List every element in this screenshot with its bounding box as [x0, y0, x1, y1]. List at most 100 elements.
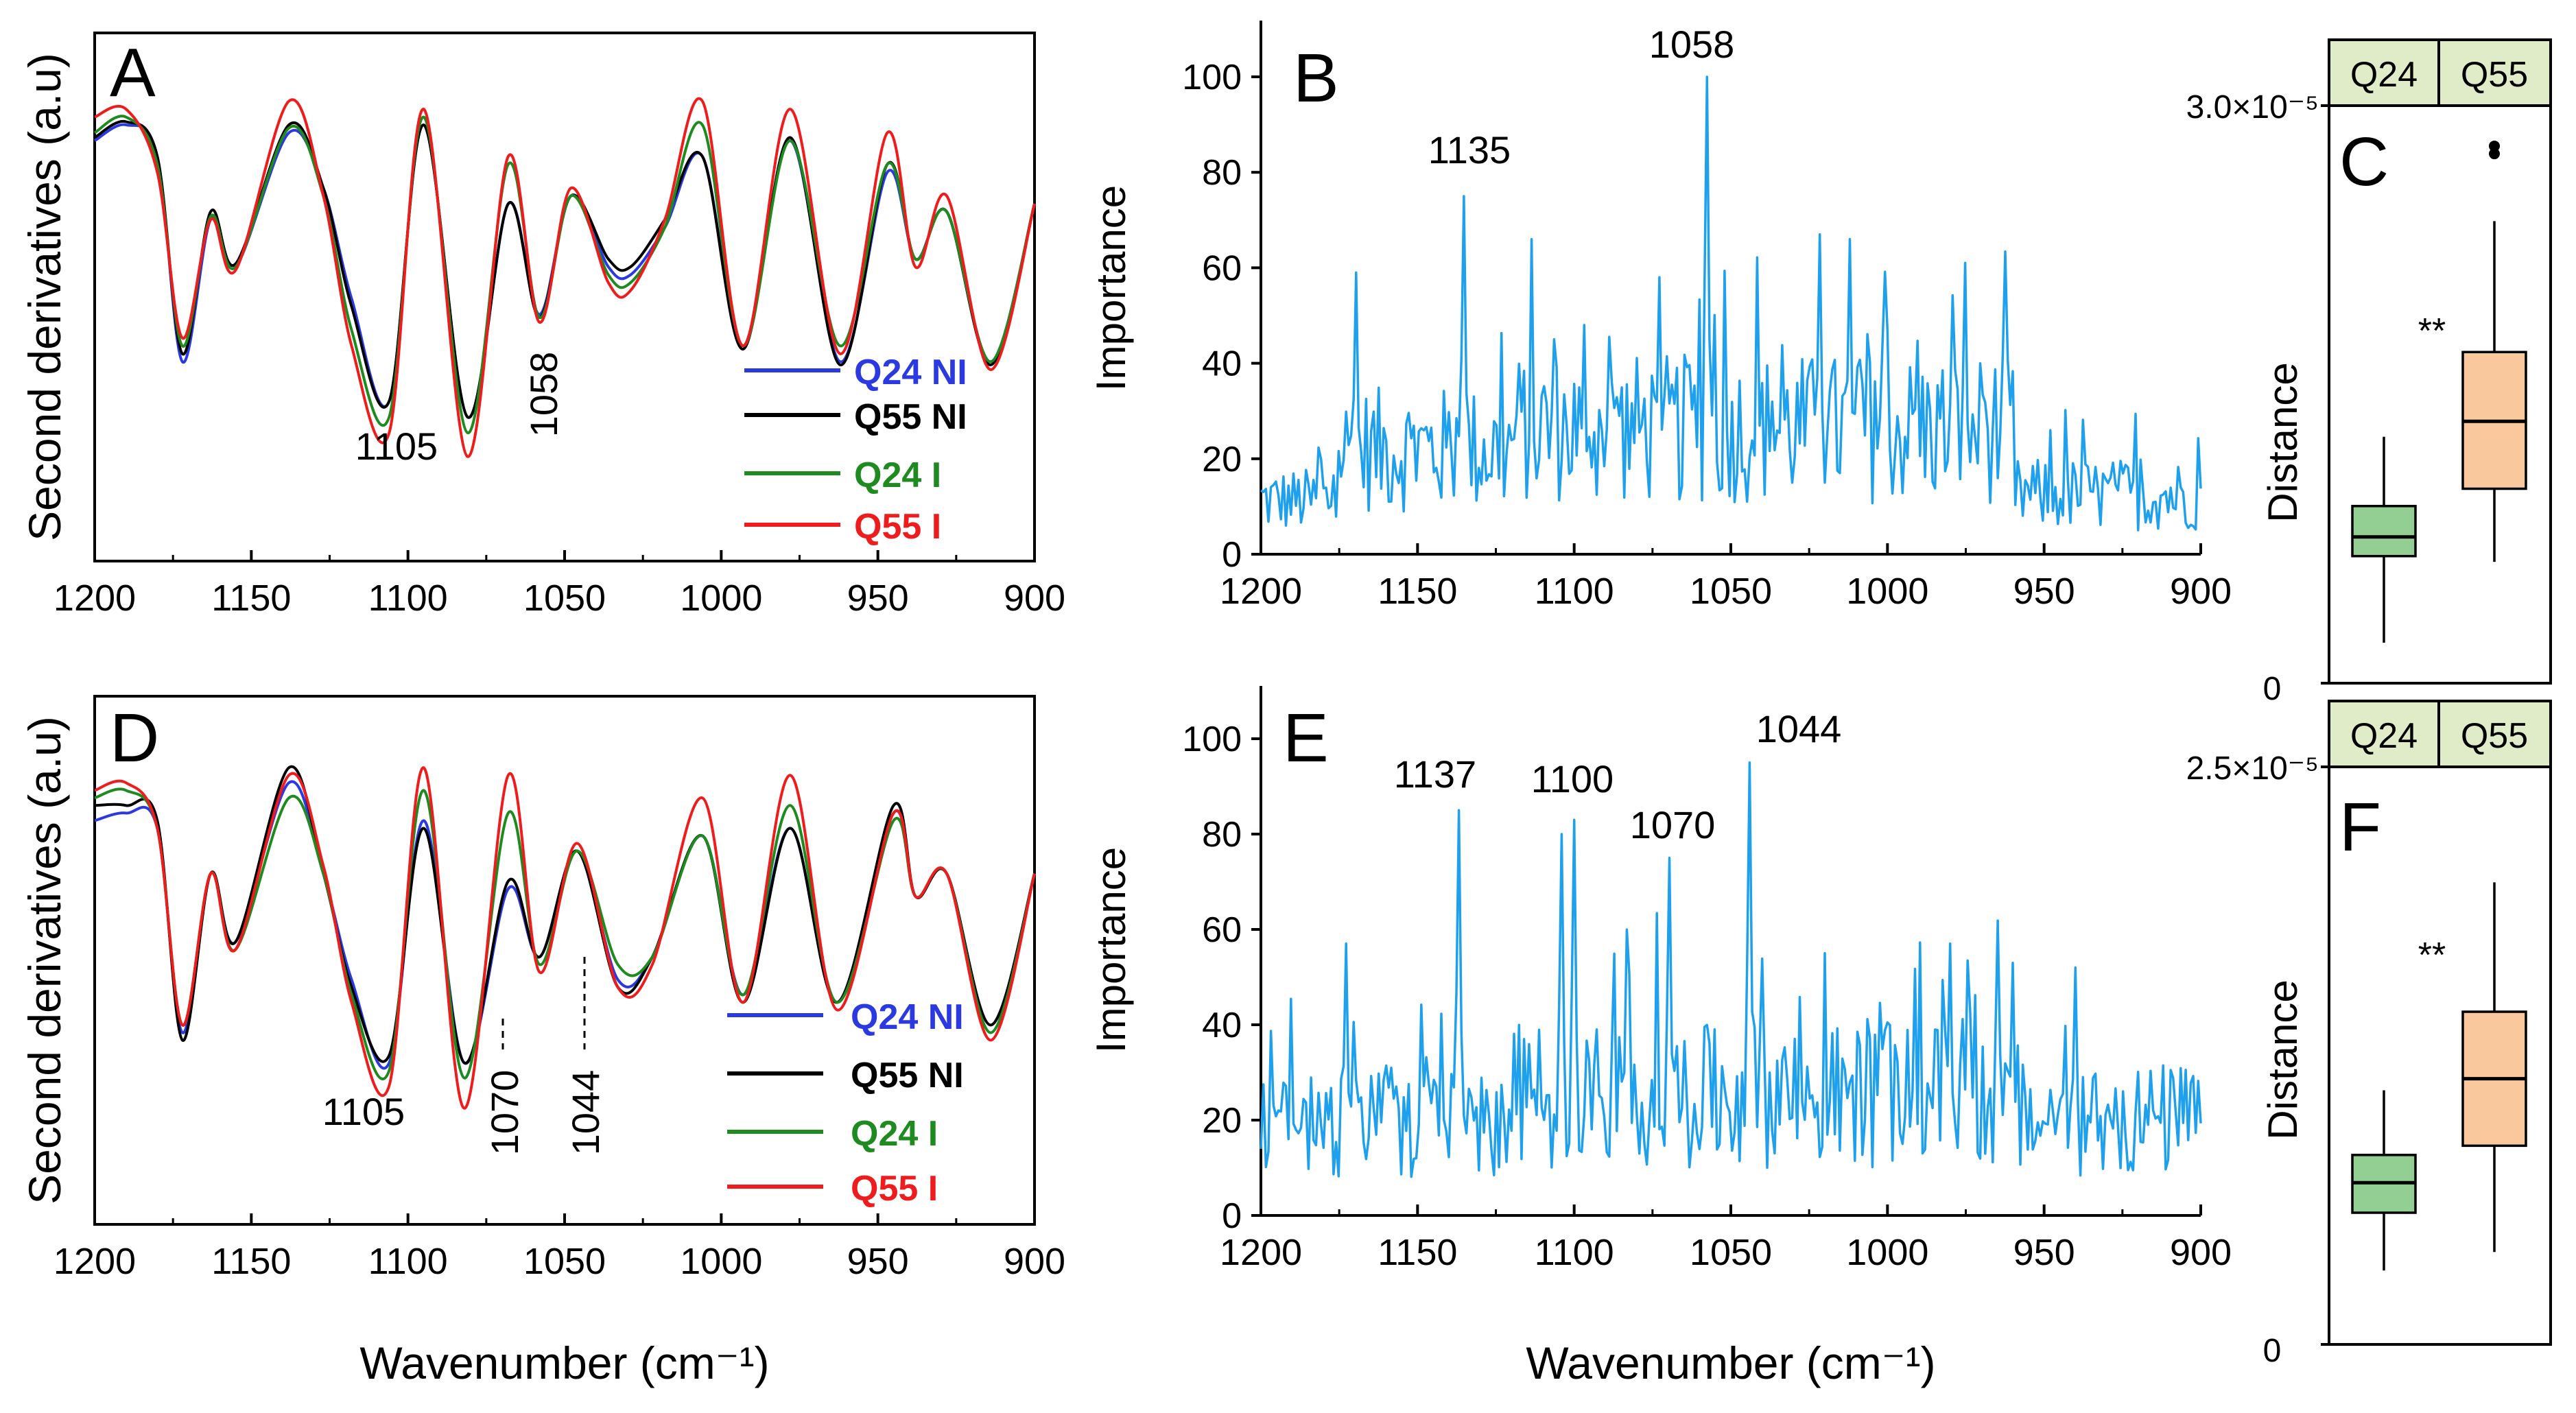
y-tick-label: 0 [1222, 535, 1242, 575]
x-tick-label: 900 [2170, 571, 2232, 612]
panel-c-significance: ** [2418, 311, 2446, 351]
panel-c-strip-label-q24: Q24 [2350, 55, 2418, 95]
y-tick-label: 40 [1202, 344, 1242, 384]
panel-e-annotation-1137: 1137 [1394, 752, 1476, 796]
x-tick-label: 900 [1004, 1241, 1065, 1282]
panel-f-letter: F [2339, 789, 2381, 866]
x-tick-label: 1200 [1220, 571, 1302, 612]
panel-e-annotation-1070: 1070 [1630, 803, 1716, 846]
y-tick-label: 80 [1202, 815, 1242, 855]
panel-d-xlabel: Wavenumber (cm⁻¹) [359, 1338, 769, 1388]
x-tick-label: 1050 [523, 1241, 606, 1282]
trace-q55-i [94, 97, 1036, 458]
x-tick-label: 1200 [54, 1241, 136, 1282]
panel-f-ylabel: Distance [2260, 979, 2306, 1139]
importance-series [1260, 75, 2202, 532]
panel-a-x-ticks: 1200 1150 1100 1050 1000 950 900 [54, 550, 1065, 619]
panel-a-legend: Q24 NI Q55 NI Q24 I Q55 I [744, 353, 967, 547]
panel-a-ylabel: Second derivatives (a.u) [19, 53, 70, 541]
panel-d-annotation-1070: 1070 [483, 1070, 526, 1156]
importance-series [1260, 761, 2202, 1178]
panel-f-significance: ** [2418, 936, 2446, 975]
x-tick-label: 1000 [680, 578, 762, 619]
x-tick-label: 950 [2013, 571, 2075, 612]
panel-f-ytick-max: 2.5×10⁻⁵ [2186, 750, 2319, 787]
panel-a: 1200 1150 1100 1050 1000 950 900 A Second deri… [19, 32, 1065, 619]
panel-a-letter: A [110, 34, 156, 111]
panel-d-legend: Q24 NI Q55 NI Q24 I Q55 I [727, 997, 964, 1209]
panel-d-x-ticks: 1200 1150 1100 1050 1000 950 900 [54, 1213, 1065, 1282]
x-tick-label: 900 [2170, 1232, 2232, 1273]
y-tick-label: 40 [1202, 1006, 1242, 1045]
panel-e-letter: E [1283, 700, 1329, 776]
x-tick-label: 1150 [211, 578, 291, 619]
panel-c-ylabel: Distance [2260, 362, 2306, 522]
x-tick-label: 1150 [211, 1241, 291, 1282]
panel-c-boxplots [2351, 140, 2527, 643]
panel-e-xlabel: Wavenumber (cm⁻¹) [1526, 1338, 1935, 1388]
panel-b-annotation-1058: 1058 [1649, 23, 1735, 66]
panel-e-annotation-1044: 1044 [1756, 707, 1842, 750]
legend-label-q24-i: Q24 I [854, 455, 941, 495]
panel-e-x-ticks: 1200 1150 1100 1050 1000 950 900 [1220, 1204, 2232, 1273]
panel-d: 1200 1150 1100 1050 1000 950 900 D Second deri… [19, 695, 1065, 1388]
panel-b-annotation-1135: 1135 [1428, 128, 1511, 171]
legend-label-q55-ni: Q55 NI [854, 397, 967, 437]
legend-label-q24-i: Q24 I [851, 1114, 938, 1154]
x-tick-label: 950 [847, 1241, 909, 1282]
panel-b-x-ticks: 1200 1150 1100 1050 1000 950 900 [1220, 543, 2232, 612]
x-tick-label: 1200 [54, 578, 136, 619]
outlier-q55 [2489, 148, 2500, 160]
panel-e-importance-line [1260, 761, 2202, 1178]
x-tick-label: 1200 [1220, 1232, 1302, 1273]
y-tick-label: 0 [1222, 1196, 1242, 1236]
y-tick-label: 100 [1182, 720, 1242, 759]
x-tick-label: 1050 [523, 578, 606, 619]
panel-d-annotation-1105: 1105 [322, 1090, 405, 1133]
panel-f-strip-q24 [2328, 700, 2440, 768]
panel-f-ytick-zero: 0 [2263, 1333, 2282, 1369]
legend-label-q24-ni: Q24 NI [851, 997, 964, 1037]
panel-f-strip-label-q24: Q24 [2350, 716, 2418, 756]
x-tick-label: 1100 [1535, 1232, 1614, 1273]
x-tick-label: 900 [1004, 578, 1065, 619]
panel-f-boxplots [2351, 882, 2527, 1271]
legend-label-q24-ni: Q24 NI [854, 353, 967, 392]
box-q24 [2351, 505, 2417, 558]
panel-c-plot-area [2328, 104, 2552, 685]
panel-d-annotation-1044: 1044 [564, 1070, 607, 1156]
y-tick-label: 60 [1202, 910, 1242, 950]
y-tick-label: 100 [1182, 58, 1242, 97]
x-tick-label: 1100 [368, 1241, 448, 1282]
y-tick-label: 60 [1202, 248, 1242, 288]
y-tick-label: 20 [1202, 1101, 1242, 1141]
panel-c-strip-label-q55: Q55 [2461, 55, 2528, 95]
panel-d-letter: D [110, 700, 159, 776]
panel-b: 1200 1150 1100 1050 1000 950 900 020406080100 … [1088, 21, 2232, 612]
x-tick-label: 1100 [1535, 571, 1614, 612]
panel-b-ylabel: Importance [1088, 185, 1134, 391]
panel-b-y-ticks: 0 20 40 60 80 100 [1182, 58, 1261, 575]
panel-c-ytick-max: 3.0×10⁻⁵ [2186, 89, 2319, 126]
panel-d-ylabel: Second derivatives (a.u) [19, 716, 70, 1204]
panel-c-strip-q55 [2437, 38, 2552, 107]
panel-e: 1200 1150 1100 1050 1000 950 900 020406080100 … [1088, 686, 2232, 1388]
panel-e-ylabel: Importance [1088, 847, 1134, 1053]
panel-b-letter: B [1293, 40, 1339, 117]
panel-a-traces [93, 97, 1036, 458]
panel-e-y-ticks: 0 20 40 60 80 100 [1182, 720, 1261, 1236]
y-tick-label: 20 [1202, 440, 1242, 479]
x-tick-label: 1150 [1378, 1232, 1457, 1273]
panel-c-letter: C [2339, 123, 2389, 200]
panel-f-plot-area [2328, 765, 2552, 1346]
x-tick-label: 1000 [680, 1241, 762, 1282]
legend-label-q55-ni: Q55 NI [851, 1056, 964, 1095]
panel-a-annotation-1105: 1105 [355, 425, 438, 468]
x-tick-label: 1050 [1690, 1232, 1772, 1273]
legend-label-q55-i: Q55 I [851, 1169, 938, 1209]
panel-e-annotation-1100: 1100 [1531, 757, 1614, 800]
panel-c-ytick-zero: 0 [2263, 671, 2282, 707]
panel-d-traces [94, 765, 1036, 1110]
legend-label-q55-i: Q55 I [854, 507, 941, 547]
x-tick-label: 950 [847, 578, 909, 619]
